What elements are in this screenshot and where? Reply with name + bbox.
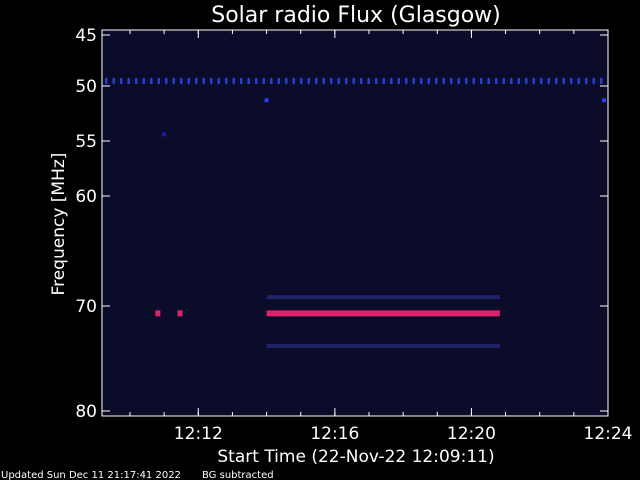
y-tick-label: 45	[75, 26, 97, 46]
x-tick-label: 12:16	[310, 424, 359, 444]
band-dot	[457, 77, 460, 84]
footer-note: BG subtracted	[202, 470, 274, 480]
band-dot	[345, 77, 348, 84]
band-dot	[187, 77, 190, 84]
dot	[264, 98, 269, 103]
band-dot	[195, 77, 198, 84]
band-dot	[127, 77, 130, 84]
band-dot	[277, 77, 280, 84]
band-dot	[307, 77, 310, 84]
band-dot	[315, 77, 318, 84]
y-axis: 45 50 55 60 70 80	[75, 26, 608, 422]
band-dot	[285, 77, 288, 84]
band-dot	[465, 77, 468, 84]
band-dot	[210, 77, 213, 84]
band-dot	[577, 77, 580, 84]
dot	[602, 98, 606, 103]
band-dot	[435, 77, 438, 84]
band-dot	[157, 77, 160, 84]
x-axis-label: Start Time (22-Nov-22 12:09:11)	[217, 447, 494, 467]
faint-band	[266, 295, 500, 300]
band-dot	[255, 77, 258, 84]
band-dot	[202, 77, 205, 84]
y-axis-label: Frequency [MHz]	[49, 153, 69, 296]
band-dot	[367, 77, 370, 84]
footer-updated: Updated Sun Dec 11 21:17:41 2022	[1, 470, 181, 480]
band-dot	[570, 77, 573, 84]
band-dot	[420, 77, 423, 84]
band-dot	[412, 77, 415, 84]
band-dot	[292, 77, 295, 84]
x-tick-label: 12:20	[447, 424, 496, 444]
band-dot	[382, 77, 385, 84]
chart-title: Solar radio Flux (Glasgow)	[211, 3, 501, 28]
band-dot	[165, 77, 168, 84]
x-tick-label: 12:24	[584, 424, 633, 444]
band-dot	[487, 77, 490, 84]
band-dot	[300, 77, 303, 84]
band-dot	[510, 77, 513, 84]
bright-band	[266, 310, 500, 317]
band-dot	[405, 77, 408, 84]
x-tick-label: 12:12	[174, 424, 223, 444]
band-dot	[375, 77, 378, 84]
band-dot	[142, 77, 145, 84]
band-dot	[532, 77, 535, 84]
band-dot	[592, 77, 595, 84]
band-dot	[262, 77, 265, 84]
y-tick-label: 55	[75, 132, 97, 152]
spectrogram-background	[102, 30, 608, 416]
band-dot	[337, 77, 340, 84]
band-dot	[562, 77, 565, 84]
band-dot	[442, 77, 445, 84]
y-tick-label: 50	[75, 77, 97, 97]
band-dot	[352, 77, 355, 84]
band-dot	[547, 77, 550, 84]
band-dot	[232, 77, 235, 84]
band-dot	[172, 77, 175, 84]
band-dot	[217, 77, 220, 84]
bright-spot	[177, 310, 183, 317]
bright-spot	[155, 310, 161, 317]
band-dot	[330, 77, 333, 84]
band-dot	[390, 77, 393, 84]
band-dot	[322, 77, 325, 84]
band-dot	[472, 77, 475, 84]
band-dot	[540, 77, 543, 84]
y-tick-label: 80	[75, 402, 97, 422]
band-dot	[427, 77, 430, 84]
band-dot	[247, 77, 250, 84]
band-dot	[502, 77, 505, 84]
spectrogram-marks	[105, 77, 606, 348]
plot-frame	[101, 29, 609, 417]
band-dot	[600, 77, 603, 84]
band-dot	[360, 77, 363, 84]
faint-band	[266, 343, 500, 348]
x-axis: 12:12 12:16 12:20 12:24	[129, 30, 633, 444]
band-dot	[397, 77, 400, 84]
dot	[162, 132, 167, 137]
band-dot	[240, 77, 243, 84]
y-tick-label: 70	[75, 297, 97, 317]
band-dot	[555, 77, 558, 84]
band-dot	[585, 77, 588, 84]
y-tick-label: 60	[75, 187, 97, 207]
band-dot	[525, 77, 528, 84]
band-dot	[225, 77, 228, 84]
band-dot	[150, 77, 153, 84]
band-dot	[105, 77, 108, 84]
band-dot	[480, 77, 483, 84]
band-dot	[517, 77, 520, 84]
band-dot	[180, 77, 183, 84]
band-dot	[450, 77, 453, 84]
band-dot	[112, 77, 115, 84]
band-dot	[120, 77, 123, 84]
band-dot	[495, 77, 498, 84]
band-dot	[135, 77, 138, 84]
band-dot	[270, 77, 273, 84]
